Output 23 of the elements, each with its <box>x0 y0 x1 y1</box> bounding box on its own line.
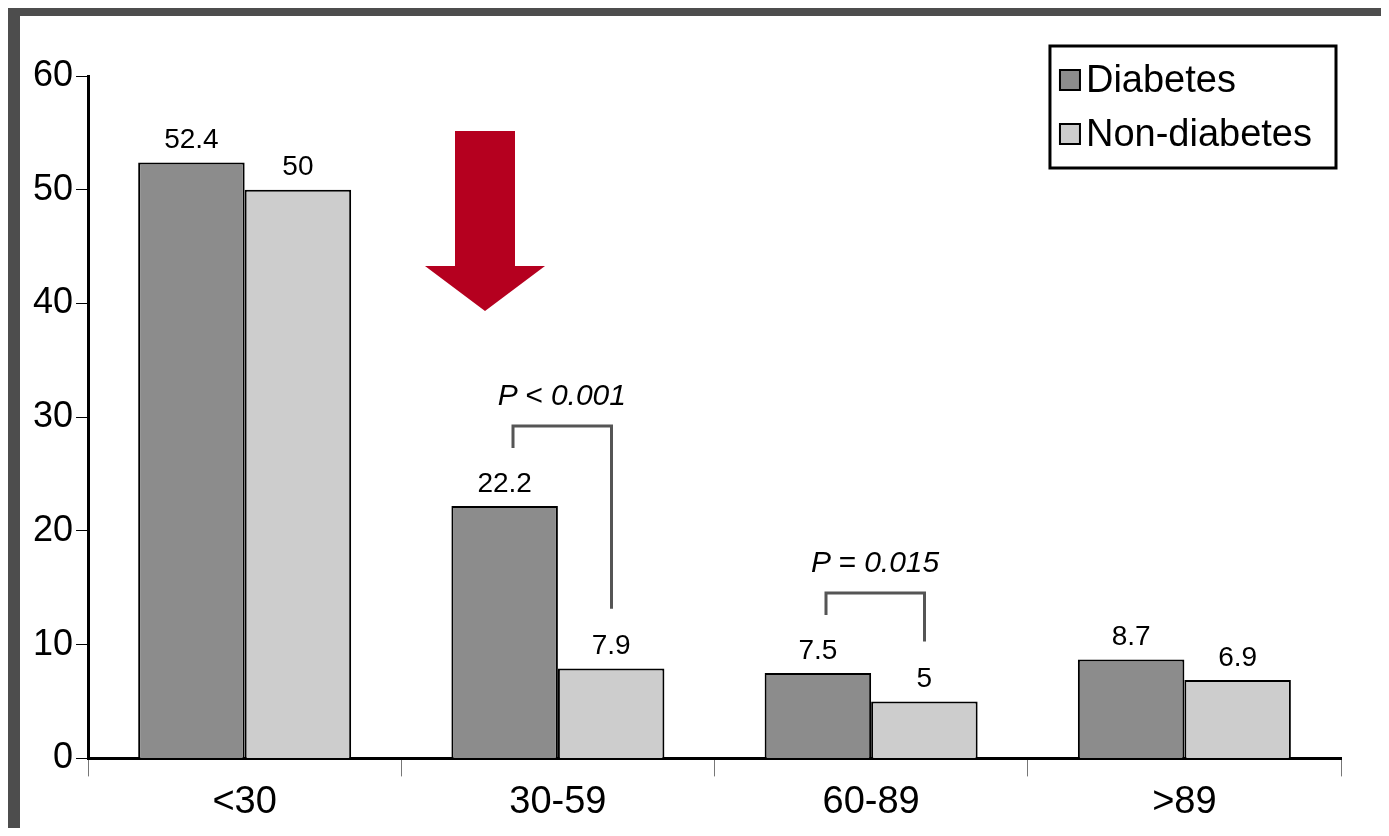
y-tick-label: 40 <box>33 280 74 322</box>
data-label: 7.5 <box>798 633 838 665</box>
legend-label: Non-diabetes <box>1085 112 1313 155</box>
data-label: 6.9 <box>1218 640 1258 672</box>
y-tick-label: 20 <box>33 507 74 549</box>
x-tick-label: <30 <box>212 778 277 821</box>
annotation: P = 0.015 <box>811 545 940 579</box>
data-label: 52.4 <box>164 123 219 155</box>
data-label: 22.2 <box>477 466 532 498</box>
x-tick-label: 60-89 <box>822 778 920 821</box>
annotation: P < 0.001 <box>497 378 626 412</box>
x-tick-label: >89 <box>1152 778 1217 821</box>
x-tick-label: 30-59 <box>509 778 607 821</box>
data-label: 5 <box>916 662 933 694</box>
y-tick-label: 10 <box>33 621 74 663</box>
data-label: 50 <box>282 150 314 182</box>
y-tick-label: 60 <box>33 52 74 94</box>
data-label: 8.7 <box>1111 620 1151 652</box>
y-tick-label: 0 <box>53 735 74 777</box>
legend-label: Diabetes <box>1085 58 1236 101</box>
y-tick-label: 50 <box>33 166 74 208</box>
data-label: 7.9 <box>591 629 631 661</box>
y-tick-label: 30 <box>33 394 74 436</box>
